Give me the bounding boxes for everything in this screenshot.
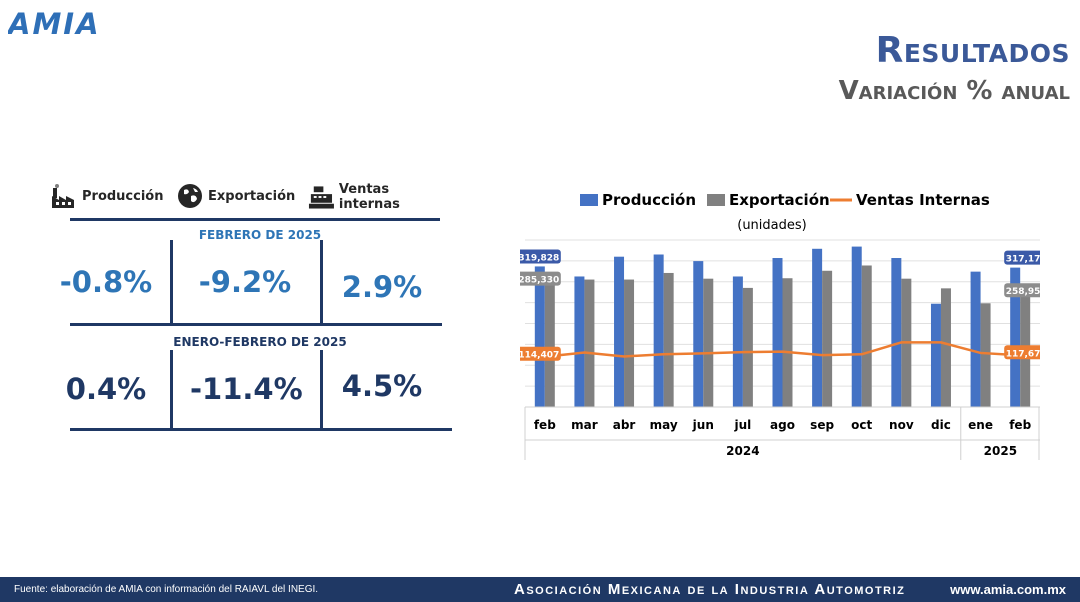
ventas-feb-value: 2.9% — [341, 270, 423, 304]
chart-subtitle: (unidades) — [737, 218, 806, 233]
legend-label: Producción — [602, 191, 696, 209]
production-export-sales-chart: Producción Exportación Ventas Internas (uni… — [520, 191, 1040, 460]
x-tick-label: sep — [810, 418, 834, 432]
bar-exportación — [544, 281, 555, 407]
data-label: 117,679 — [1006, 349, 1040, 359]
bar-producción — [812, 248, 823, 407]
x-tick-label: ene — [968, 418, 993, 432]
data-label: 317,178 — [1006, 255, 1040, 265]
x-tick-label: oct — [851, 418, 872, 432]
x-tick-label: dic — [931, 418, 951, 432]
data-label-box — [520, 346, 561, 361]
page-subtitle: Variación % anual — [838, 76, 1070, 106]
legend-produccion: Producción — [50, 182, 164, 210]
bar-producción — [574, 276, 585, 407]
bar-producción — [891, 258, 902, 407]
exportacion-acum-value: -11.4% — [190, 372, 303, 406]
bar-producción — [970, 271, 981, 407]
year-label: 2024 — [726, 444, 759, 458]
factory-icon — [52, 184, 74, 208]
data-label: 114,407 — [520, 351, 559, 361]
legend-ventas: Ventas internas — [308, 182, 450, 212]
bar-exportación — [940, 288, 951, 407]
cash-register-icon — [308, 186, 334, 209]
bar-exportación — [822, 270, 833, 407]
produccion-feb-value: -0.8% — [59, 265, 153, 299]
organization-name: Asociación Mexicana de la Industria Auto… — [514, 581, 906, 598]
bar-producción — [772, 258, 783, 407]
bar-producción — [851, 246, 862, 407]
divider — [320, 240, 323, 324]
legend-swatch — [580, 194, 598, 206]
bar-producción — [534, 266, 545, 407]
bar-producción — [653, 254, 664, 407]
legend-label: Ventas internas — [338, 182, 400, 212]
data-label: 258,952 — [1006, 287, 1040, 297]
bar-producción — [1010, 267, 1021, 407]
kpi-legend: Producción Exportación Ventas internas — [50, 182, 450, 216]
period-label-feb: FEBRERO DE 2025 — [198, 228, 322, 242]
legend-exportacion: Exportación — [176, 182, 295, 210]
year-label: 2025 — [984, 444, 1017, 458]
divider — [70, 428, 452, 431]
x-tick-label: may — [650, 418, 678, 432]
bar-producción — [693, 261, 704, 407]
data-label-box — [1004, 283, 1040, 298]
bar-producción — [614, 256, 625, 407]
source-note: Fuente: elaboración de AMIA con informac… — [14, 584, 319, 595]
page-title: Resultados — [875, 30, 1070, 71]
bar-exportación — [742, 287, 753, 407]
data-label: 285,330 — [520, 276, 559, 286]
bar-exportación — [861, 265, 872, 407]
footer-bar: Fuente: elaboración de AMIA con informac… — [0, 577, 1080, 602]
data-label-box — [520, 249, 561, 264]
legend-label: Exportación — [208, 188, 296, 204]
x-tick-label: jul — [733, 418, 751, 432]
logo-text: AMIA — [8, 10, 101, 38]
x-tick-label: feb — [1009, 418, 1031, 432]
produccion-acum-value: 0.4% — [65, 372, 147, 406]
amia-logo: AMIA — [8, 10, 101, 38]
x-tick-label: feb — [534, 418, 556, 432]
bar-exportación — [980, 303, 991, 407]
legend-label: Producción — [82, 188, 164, 204]
x-tick-label: mar — [571, 418, 598, 432]
globe-icon — [178, 184, 202, 208]
x-tick-label: jun — [692, 418, 714, 432]
data-label-box — [1004, 345, 1040, 360]
bar-exportación — [703, 278, 714, 407]
website-link[interactable]: www.amia.com.mx — [950, 582, 1066, 597]
bar-exportación — [663, 272, 674, 407]
bar-exportación — [782, 278, 793, 407]
bar-producción — [732, 276, 743, 407]
bar-exportación — [584, 279, 595, 407]
legend-swatch — [707, 194, 725, 206]
legend-label: Exportación — [729, 191, 830, 209]
legend-label: Ventas Internas — [856, 191, 990, 209]
bar-exportación — [624, 279, 635, 407]
data-label-box — [520, 271, 561, 286]
ventas-acum-value: 4.5% — [341, 369, 423, 403]
divider — [170, 350, 173, 428]
data-label: 319,828 — [520, 253, 559, 263]
data-label-box — [1004, 250, 1040, 265]
divider — [170, 240, 173, 324]
bar-producción — [930, 303, 941, 407]
divider — [320, 350, 323, 428]
x-tick-label: ago — [770, 418, 795, 432]
divider — [70, 218, 440, 221]
x-tick-label: nov — [889, 418, 914, 432]
x-tick-label: abr — [613, 418, 636, 432]
exportacion-feb-value: -9.2% — [198, 265, 292, 299]
divider — [70, 323, 442, 326]
line-ventas-internas — [544, 341, 1021, 358]
period-label-ene-feb: ENERO-FEBRERO DE 2025 — [173, 335, 347, 349]
